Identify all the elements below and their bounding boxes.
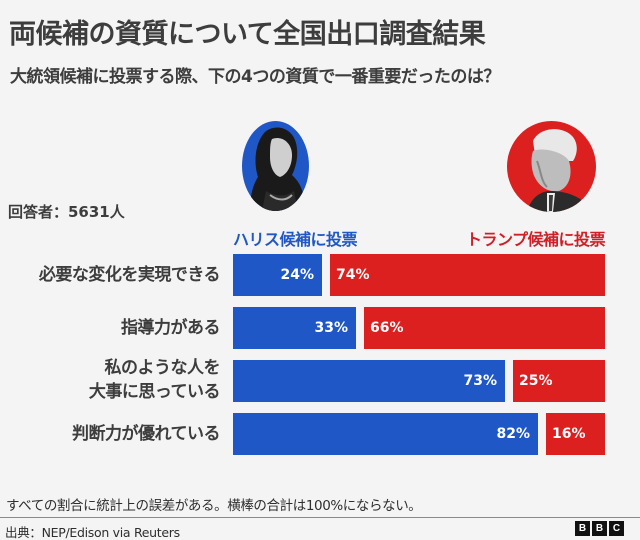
bbc-logo-block: B: [592, 521, 607, 536]
trump-bar: 66%: [364, 307, 605, 349]
trump-bar: 25%: [513, 360, 605, 402]
row-label: 指導力がある: [121, 318, 221, 338]
legend-trump: トランプ候補に投票: [465, 230, 606, 249]
row-label: 必要な変化を実現できる: [38, 265, 221, 285]
bbc-logo-block: C: [609, 521, 624, 536]
bar-value: 24%: [280, 267, 314, 283]
bar-value: 66%: [370, 320, 404, 336]
legend-harris: ハリス候補に投票: [233, 230, 358, 249]
bbc-logo: B B C: [575, 521, 624, 536]
person-silhouette-icon: [250, 127, 306, 211]
chart-subtitle: 大統領候補に投票する際、下の4つの資質で一番重要だったのは？: [10, 67, 500, 87]
person-silhouette-icon: [527, 129, 587, 212]
bar-value: 25%: [519, 373, 553, 389]
harris-bar: 73%: [233, 360, 505, 402]
row-label-line: 私のような人を: [104, 358, 221, 378]
respondents-count: 回答者：5631人: [8, 203, 125, 221]
bar-value: 74%: [336, 267, 370, 283]
harris-bar: 82%: [233, 413, 538, 455]
bar-value: 16%: [552, 426, 586, 442]
footer-divider: [0, 517, 640, 518]
bar-value: 73%: [463, 373, 497, 389]
harris-bar: 24%: [233, 254, 322, 296]
trump-portrait: [507, 121, 596, 212]
trump-bar: 74%: [330, 254, 605, 296]
footnote: すべての割合に統計上の誤差がある。横棒の合計は100%にならない。: [6, 498, 422, 514]
harris-portrait: [242, 121, 309, 211]
harris-bar: 33%: [233, 307, 356, 349]
row-label: 判断力が優れている: [72, 424, 221, 444]
trump-bar: 16%: [546, 413, 605, 455]
chart-title: 両候補の資質について全国出口調査結果: [9, 19, 486, 50]
bar-value: 82%: [496, 426, 530, 442]
row-label: 私のような人を 大事に思っている: [88, 356, 221, 404]
bar-value: 33%: [314, 320, 348, 336]
source-credit: 出典：NEP/Edison via Reuters: [5, 525, 180, 540]
bbc-logo-block: B: [575, 521, 590, 536]
row-label-line: 大事に思っている: [88, 382, 221, 402]
